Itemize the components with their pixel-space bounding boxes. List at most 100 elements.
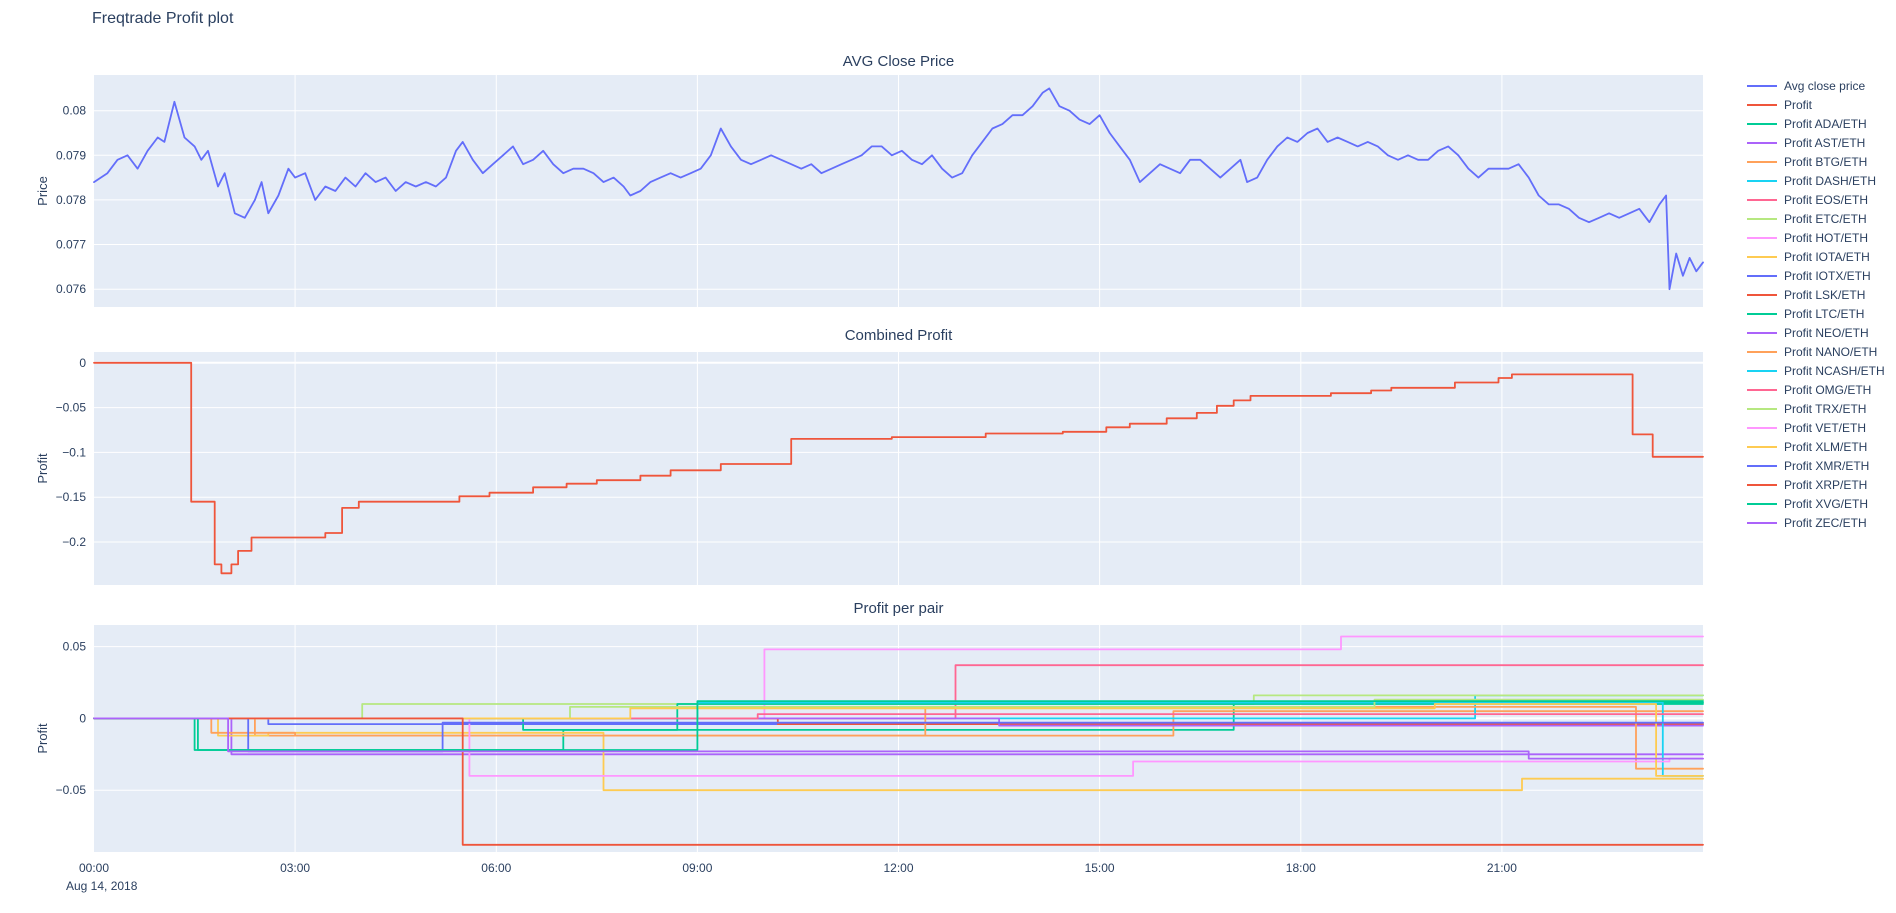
legend-item-label: Profit EOS/ETH: [1784, 192, 1869, 207]
series-avg-close-price[interactable]: [93, 87, 1704, 291]
y-axis-title: Price: [35, 176, 50, 206]
legend-item-label: Profit NEO/ETH: [1784, 325, 1869, 340]
legend-item-label: Profit BTG/ETH: [1784, 154, 1868, 169]
legend-swatch-line: [1747, 293, 1777, 296]
legend-swatch-line: [1747, 84, 1777, 87]
legend-item[interactable]: Profit AST/ETH: [1747, 133, 1896, 152]
y-tick-label: 0: [79, 356, 86, 370]
x-tick-label: 18:00: [1286, 861, 1316, 875]
legend-item[interactable]: Profit XLM/ETH: [1747, 437, 1896, 456]
y-tick-label: 0.08: [63, 104, 87, 118]
profit-per-pair-chart[interactable]: 0.05 0 −0.05 00:00 03:00 06:00 09:00 12:00 15:00…: [34, 619, 1713, 897]
legend-item-label: Profit HOT/ETH: [1784, 230, 1869, 245]
legend-item-label: Profit VET/ETH: [1784, 420, 1867, 435]
legend-swatch-line: [1747, 198, 1777, 201]
legend-item[interactable]: Profit ZEC/ETH: [1747, 513, 1896, 532]
legend-item[interactable]: Profit IOTA/ETH: [1747, 247, 1896, 266]
series-profit-xrp-eth[interactable]: [93, 717, 1704, 846]
legend-item-label: Profit XMR/ETH: [1784, 458, 1870, 473]
legend-item-label: Profit ETC/ETH: [1784, 211, 1867, 226]
x-tick-label: 21:00: [1487, 861, 1517, 875]
series-profit-nano-eth[interactable]: [93, 706, 1704, 770]
y-tick-label: −0.05: [56, 783, 87, 797]
legend-item-label: Profit LTC/ETH: [1784, 306, 1865, 321]
legend-item[interactable]: Profit NEO/ETH: [1747, 323, 1896, 342]
legend-item[interactable]: Profit XRP/ETH: [1747, 475, 1896, 494]
series-profit-zec-eth[interactable]: [93, 717, 1704, 760]
legend-item-label: Profit XRP/ETH: [1784, 477, 1868, 492]
legend-item[interactable]: Profit TRX/ETH: [1747, 399, 1896, 418]
legend-swatch-line: [1747, 122, 1777, 125]
subplot-title-combined-profit: Combined Profit: [844, 327, 953, 344]
x-tick-label: 12:00: [883, 861, 913, 875]
y-tick-label: 0.078: [56, 193, 86, 207]
legend-item-label: Profit LSK/ETH: [1784, 287, 1866, 302]
y-tick-label: 0.076: [56, 282, 86, 296]
legend-item[interactable]: Profit ETC/ETH: [1747, 209, 1896, 228]
legend-swatch-line: [1747, 407, 1777, 410]
legend-swatch-line: [1747, 502, 1777, 505]
y-tick-label: −0.1: [62, 445, 86, 459]
avg-close-price-chart[interactable]: 0.08 0.079 0.078 0.077 0.076 Price: [34, 69, 1713, 313]
legend-swatch-line: [1747, 445, 1777, 448]
legend-item-label: Profit ADA/ETH: [1784, 116, 1867, 131]
x-tick-label: 03:00: [280, 861, 310, 875]
legend-item-label: Profit OMG/ETH: [1784, 382, 1872, 397]
legend-item-label: Profit IOTX/ETH: [1784, 268, 1871, 283]
legend-swatch-line: [1747, 141, 1777, 144]
legend-item[interactable]: Profit HOT/ETH: [1747, 228, 1896, 247]
x-axis-date-label: Aug 14, 2018: [66, 879, 138, 893]
legend-item-label: Profit DASH/ETH: [1784, 173, 1877, 188]
legend-item[interactable]: Profit BTG/ETH: [1747, 152, 1896, 171]
legend-swatch-line: [1747, 426, 1777, 429]
legend-item[interactable]: Profit EOS/ETH: [1747, 190, 1896, 209]
legend-swatch-line: [1747, 369, 1777, 372]
y-tick-label: −0.15: [56, 490, 87, 504]
legend-swatch-line: [1747, 464, 1777, 467]
legend-swatch-line: [1747, 179, 1777, 182]
subplot-title-profit-per-pair: Profit per pair: [853, 600, 944, 617]
legend-item[interactable]: Profit LSK/ETH: [1747, 285, 1896, 304]
legend-item[interactable]: Profit IOTX/ETH: [1747, 266, 1896, 285]
legend-swatch-line: [1747, 331, 1777, 334]
legend-swatch-line: [1747, 236, 1777, 239]
page-title: Freqtrade Profit plot: [92, 10, 234, 27]
legend-item[interactable]: Profit XVG/ETH: [1747, 494, 1896, 513]
legend-item[interactable]: Profit XMR/ETH: [1747, 456, 1896, 475]
legend-swatch-line: [1747, 350, 1777, 353]
y-axis-title: Profit: [35, 453, 50, 484]
x-tick-label: 09:00: [682, 861, 712, 875]
legend-item-label: Profit AST/ETH: [1784, 135, 1866, 150]
y-axis-title: Profit: [35, 723, 50, 754]
series-profit-iota-eth[interactable]: [93, 717, 1704, 792]
x-tick-label: 06:00: [481, 861, 511, 875]
legend-item[interactable]: Profit ADA/ETH: [1747, 114, 1896, 133]
legend-item[interactable]: Profit NCASH/ETH: [1747, 361, 1896, 380]
legend-swatch-line: [1747, 160, 1777, 163]
legend-item[interactable]: Profit NANO/ETH: [1747, 342, 1896, 361]
legend-item[interactable]: Profit OMG/ETH: [1747, 380, 1896, 399]
legend-item[interactable]: Profit: [1747, 95, 1896, 114]
legend-item[interactable]: Profit VET/ETH: [1747, 418, 1896, 437]
subplot-title-avg-close-price: AVG Close Price: [842, 53, 955, 70]
legend-swatch-line: [1747, 521, 1777, 524]
x-tick-label: 15:00: [1085, 861, 1115, 875]
y-tick-label: −0.05: [56, 401, 87, 415]
legend-swatch-line: [1747, 483, 1777, 486]
legend-item-label: Profit TRX/ETH: [1784, 401, 1867, 416]
legend-item[interactable]: Avg close price: [1747, 76, 1896, 95]
legend-item-label: Profit: [1784, 97, 1813, 112]
legend-swatch-line: [1747, 217, 1777, 220]
x-tick-label: 00:00: [79, 861, 109, 875]
legend-swatch-line: [1747, 312, 1777, 315]
legend-item[interactable]: Profit DASH/ETH: [1747, 171, 1896, 190]
series-profit[interactable]: [93, 361, 1704, 575]
series-profit-xlm-eth[interactable]: [93, 703, 1704, 777]
legend-item-label: Profit ZEC/ETH: [1784, 515, 1867, 530]
legend-swatch-line: [1747, 255, 1777, 258]
y-tick-label: 0.077: [56, 238, 86, 252]
legend-item[interactable]: Profit LTC/ETH: [1747, 304, 1896, 323]
combined-profit-chart[interactable]: 0 −0.05 −0.1 −0.15 −0.2 Profit: [34, 346, 1713, 591]
legend-swatch-line: [1747, 274, 1777, 277]
legend-item-label: Avg close price: [1784, 78, 1866, 93]
